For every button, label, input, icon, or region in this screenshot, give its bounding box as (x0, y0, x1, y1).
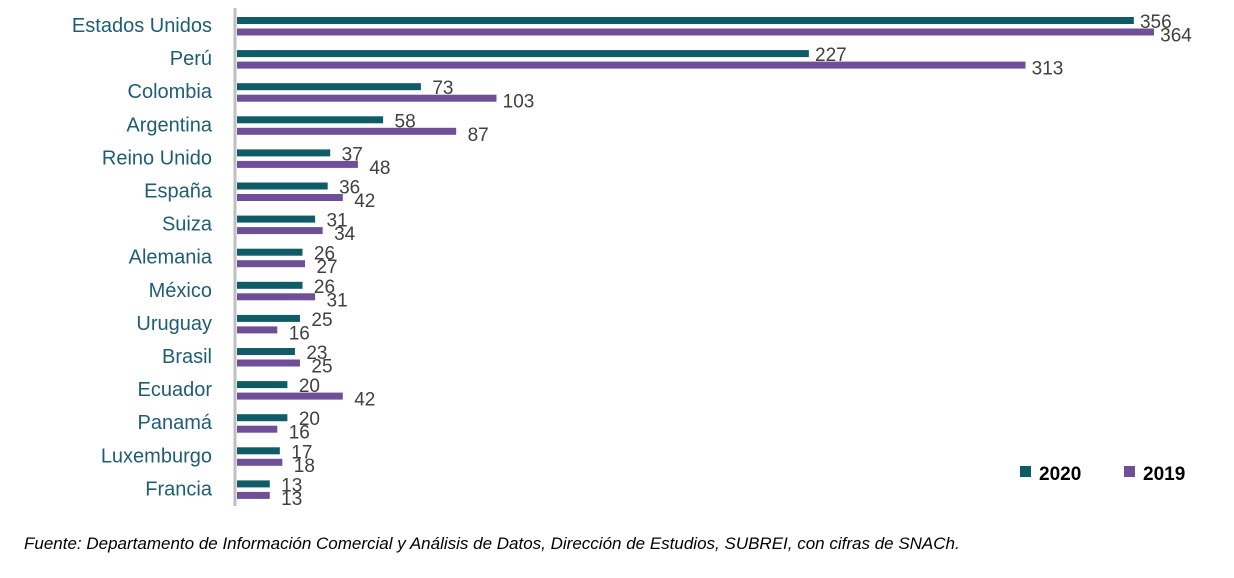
category-label-alemania: Alemania (129, 247, 213, 269)
bar-2020-estados-unidos (237, 17, 1134, 24)
bar-2020-ecuador (237, 381, 288, 389)
bar-2020-peru (237, 50, 809, 58)
bar-2019-peru (237, 61, 1026, 69)
bar-2020-uruguay (237, 314, 300, 322)
category-label-brasil: Brasil (162, 346, 212, 368)
value-label-2020-uruguay: 25 (311, 310, 332, 331)
bar-2019-francia (237, 491, 270, 499)
bar-2020-colombia (237, 83, 421, 91)
value-label-2019-uruguay: 16 (289, 323, 310, 344)
bar-2019-espana (237, 194, 343, 201)
value-label-2019-peru: 313 (1032, 59, 1064, 80)
value-label-2019-brasil: 25 (311, 357, 332, 378)
category-label-reino-unido: Reino Unido (102, 147, 212, 169)
value-label-2020-espana: 36 (339, 178, 360, 199)
value-label-2019-francia: 13 (281, 489, 302, 510)
value-label-2019-luxemburgo: 18 (294, 456, 315, 477)
source-note: Fuente: Departamento de Información Come… (24, 534, 960, 553)
bar-2019-suiza (237, 227, 323, 235)
value-label-2019-reino-unido: 48 (369, 158, 390, 179)
legend: 2020 2019 (1020, 464, 1185, 485)
legend-label-2019: 2019 (1143, 464, 1185, 485)
value-label-2019-suiza: 34 (334, 224, 356, 245)
value-label-2019-panama: 16 (289, 423, 310, 444)
bar-2019-luxemburgo (237, 458, 283, 466)
bar-2020-argentina (237, 116, 384, 124)
category-label-ecuador: Ecuador (138, 379, 213, 401)
bar-2019-mexico (237, 293, 316, 301)
value-label-2020-mexico: 26 (314, 277, 335, 298)
category-label-espana: España (144, 181, 213, 203)
bar-2019-alemania (237, 260, 306, 268)
bar-2020-francia (237, 480, 270, 488)
value-label-2020-francia: 13 (281, 475, 302, 496)
legend-swatch-2019 (1124, 466, 1135, 477)
value-label-2020-alemania: 26 (314, 244, 335, 265)
value-label-2020-brasil: 23 (306, 343, 327, 364)
value-label-2019-espana: 42 (354, 191, 375, 212)
bar-2019-argentina (237, 127, 457, 135)
bar-2020-reino-unido (237, 149, 331, 157)
value-label-2020-luxemburgo: 17 (291, 442, 312, 463)
bar-2019-panama (237, 425, 278, 433)
bar-2019-reino-unido (237, 160, 358, 168)
bar-2019-brasil (237, 359, 300, 367)
category-label-luxemburgo: Luxemburgo (101, 445, 212, 467)
bar-2020-alemania (237, 248, 303, 256)
value-label-2020-suiza: 31 (327, 211, 348, 232)
value-label-2020-peru: 227 (815, 45, 847, 66)
category-label-uruguay: Uruguay (136, 313, 212, 335)
value-label-2020-estados-unidos: 356 (1140, 12, 1172, 33)
value-label-2020-colombia: 73 (432, 78, 453, 99)
value-label-2020-reino-unido: 37 (342, 144, 363, 165)
bar-2019-ecuador (237, 392, 343, 400)
value-label-2020-argentina: 58 (395, 111, 416, 132)
category-label-peru: Perú (170, 48, 212, 70)
category-label-suiza: Suiza (162, 214, 213, 236)
bar-2020-luxemburgo (237, 447, 280, 455)
category-label-argentina: Argentina (126, 114, 212, 136)
value-label-2020-ecuador: 20 (299, 376, 320, 397)
category-label-panama: Panamá (138, 412, 213, 434)
value-label-2019-colombia: 103 (503, 92, 535, 113)
bar-2020-suiza (237, 215, 316, 223)
bar-2019-colombia (237, 94, 497, 102)
category-label-mexico: México (149, 280, 212, 302)
value-label-2019-argentina: 87 (468, 125, 489, 146)
value-label-2019-estados-unidos: 364 (1160, 26, 1192, 47)
value-label-2019-ecuador: 42 (354, 390, 375, 411)
value-label-2020-panama: 20 (299, 409, 320, 430)
legend-label-2020: 2020 (1039, 464, 1081, 485)
legend-swatch-2020 (1020, 466, 1031, 477)
category-label-colombia: Colombia (128, 81, 213, 103)
bar-2020-mexico (237, 281, 303, 289)
bar-2020-espana (237, 182, 328, 190)
value-label-2019-mexico: 31 (327, 290, 348, 311)
bar-2019-estados-unidos (237, 28, 1154, 36)
category-label-francia: Francia (145, 478, 213, 500)
category-label-estados-unidos: Estados Unidos (72, 15, 212, 37)
bar-2020-brasil (237, 348, 295, 355)
value-label-2019-alemania: 27 (316, 257, 337, 278)
bar-2020-panama (237, 414, 288, 422)
bar-2019-uruguay (237, 326, 278, 334)
